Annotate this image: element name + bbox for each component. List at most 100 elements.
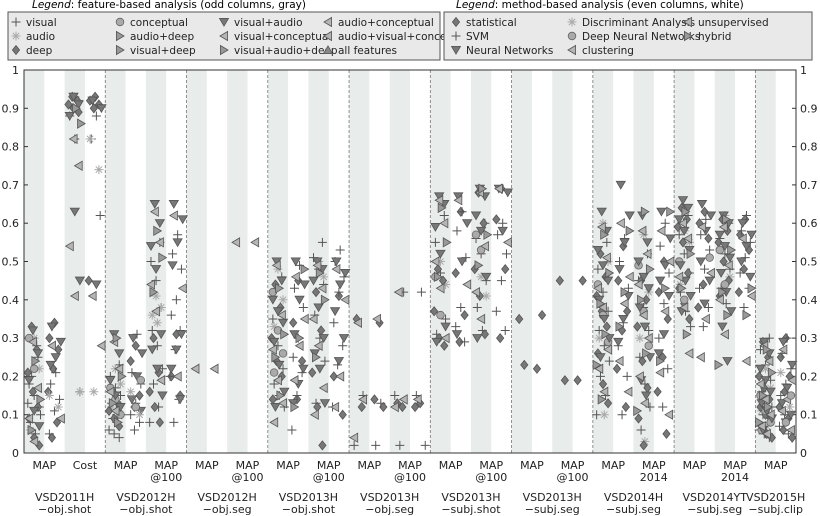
method-point-diamond (135, 390, 144, 401)
method-point-diamond (89, 103, 98, 114)
feature-band (227, 70, 248, 453)
method-point-diamond (289, 317, 298, 328)
method-point-triangle-left (786, 424, 795, 436)
method-point-triangle-right (300, 263, 310, 275)
feature-point-plus (439, 211, 449, 221)
feature-point-triangle-right (437, 202, 447, 214)
feature-point-triangle-down (145, 242, 157, 252)
method-point-diamond (84, 275, 93, 286)
feature-point-triangle-down (682, 203, 694, 213)
feature-point-triangle-left (156, 375, 166, 386)
method-point-triangle-down (665, 234, 676, 244)
group-subname: −obj.seg (203, 503, 252, 516)
method-point-triangle-down (781, 383, 793, 393)
method-point-plus (44, 429, 54, 439)
feature-point-triangle-down (755, 364, 766, 374)
feature-point-triangle-down (717, 322, 728, 332)
method-point-triangle-down (704, 276, 715, 286)
feature-point-plus (644, 325, 654, 335)
feature-point-triangle-down (597, 261, 609, 271)
feature-point-plus (592, 410, 602, 420)
feature-point-triangle-right (762, 344, 772, 355)
feature-point-triangle-down (765, 387, 776, 397)
feature-point-triangle-down (715, 268, 727, 278)
method-point-triangle-down (333, 357, 345, 366)
method-point-plus (376, 398, 386, 408)
method-point-diamond (45, 332, 54, 344)
method-point-diamond (131, 340, 140, 351)
method-point-diamond (694, 302, 703, 313)
legend-method-label-5: clustering (582, 45, 634, 57)
metric-label: MAP (195, 459, 219, 472)
legend-feature-label-11: all features (338, 45, 397, 57)
y-tick-label-right: 0.3 (800, 332, 818, 345)
method-point-plus (663, 364, 673, 374)
method-point-triangle-right (656, 355, 665, 367)
method-point-triangle-down (87, 96, 98, 106)
method-point-asterisk (776, 368, 786, 378)
method-point-plus (500, 325, 510, 335)
method-point-plus (51, 368, 61, 378)
feature-point-plus (145, 417, 155, 427)
feature-point-triangle-down (27, 326, 39, 336)
feature-point-triangle-right (597, 394, 607, 405)
method-point-plus (129, 425, 139, 435)
feature-point-triangle-down (64, 111, 75, 121)
method-point-triangle-left (331, 263, 341, 275)
feature-point-triangle-left (684, 348, 694, 359)
feature-point-triangle-left (318, 382, 328, 394)
method-point-triangle-down (737, 219, 748, 229)
feature-point-triangle-left (268, 344, 277, 355)
method-point-triangle-left (177, 283, 187, 294)
legend-method-box (443, 11, 813, 61)
feature-point-circle (680, 295, 689, 305)
method-point-plus (655, 241, 665, 251)
method-point-triangle-left (695, 352, 705, 363)
method-point-plus (55, 394, 65, 404)
feature-point-triangle-left (309, 409, 319, 420)
feature-point-triangle-down (23, 376, 35, 386)
feature-point-triangle-left (110, 405, 120, 417)
method-point-circle (131, 402, 140, 412)
feature-point-triangle-right (677, 283, 687, 294)
group-name: VSD2012H (116, 491, 175, 504)
feature-point-diamond (602, 321, 611, 332)
method-point-triangle-right (747, 283, 757, 294)
metric-label: MAP (398, 459, 422, 472)
feature-point-plus (686, 322, 696, 332)
method-point-triangle-down (778, 337, 789, 347)
feature-point-triangle-left (440, 332, 450, 344)
feature-point-asterisk (481, 291, 491, 301)
feature-point-triangle-left (643, 332, 653, 344)
feature-point-triangle-left (634, 371, 644, 382)
feature-point-triangle-down (673, 215, 685, 225)
feature-point-asterisk (278, 295, 288, 305)
method-point-triangle-down (174, 395, 186, 405)
metric-label: MAP (642, 459, 666, 472)
method-point-triangle-down (45, 360, 56, 370)
method-point-triangle-right (661, 283, 671, 294)
method-point-plus (654, 333, 664, 343)
method-point-triangle-down (658, 330, 670, 340)
method-point-triangle-left (55, 413, 65, 424)
feature-point-plus (604, 356, 614, 366)
method-point-plus (287, 425, 297, 435)
legend-method-marker-2 (450, 46, 462, 55)
feature-point-triangle-down (435, 249, 446, 259)
method-point-triangle-down (654, 276, 666, 286)
group-subname: −obj.shot (119, 503, 173, 516)
feature-point-triangle-down (643, 284, 654, 294)
method-point-asterisk (85, 134, 95, 144)
feature-point-triangle-right (686, 248, 696, 260)
feature-point-plus (472, 302, 482, 312)
method-point-triangle-down (653, 349, 665, 359)
feature-point-triangle-down (638, 272, 649, 282)
feature-point-triangle-down (276, 276, 287, 286)
feature-point-triangle-right (275, 283, 285, 294)
method-point-triangle-left (614, 355, 624, 367)
feature-point-triangle-left (683, 233, 693, 244)
feature-point-asterisk (147, 310, 157, 320)
method-point-diamond (573, 375, 582, 386)
metric-label-2: 2014 (721, 471, 749, 484)
feature-point-triangle-left (633, 279, 643, 290)
